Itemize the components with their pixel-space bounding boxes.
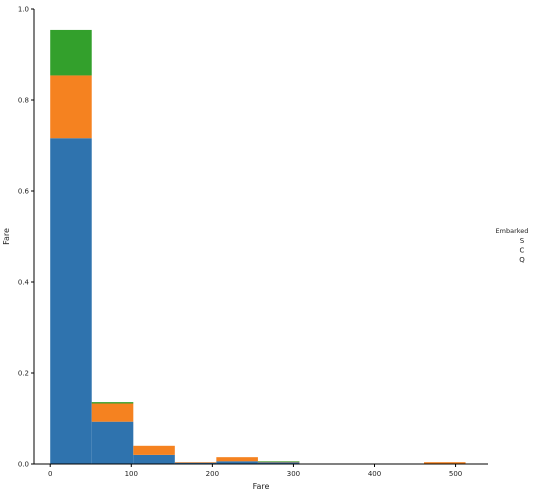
y-tick-label-0.2: 0.2 <box>18 370 29 378</box>
x-axis-ticks: 0 100 200 300 400 500 <box>48 464 462 478</box>
bar-s-bin-3 <box>174 462 217 464</box>
bar-s-bin-1 <box>91 421 134 464</box>
bar-c-bin-9 <box>424 462 466 464</box>
y-tick-label-0.8: 0.8 <box>18 97 29 105</box>
y-tick-label-0: 0.0 <box>18 461 29 469</box>
x-tick-label-200: 200 <box>206 470 219 478</box>
bar-s-bin-2 <box>133 454 175 464</box>
x-tick-label-500: 500 <box>449 470 462 478</box>
bar-c-bin-5 <box>257 461 300 463</box>
legend-entry-q: Q <box>519 256 525 264</box>
bar-c-bin-3 <box>174 462 217 463</box>
x-tick-label-300: 300 <box>287 470 300 478</box>
x-tick-label-0: 0 <box>48 470 52 478</box>
legend-title: Embarked <box>496 227 529 235</box>
bar-c-bin-4 <box>216 457 258 462</box>
legend-entry-c: C <box>520 247 525 255</box>
y-axis-title: Fare <box>2 228 11 245</box>
legend: Embarked SCQ <box>496 227 529 264</box>
y-tick-label-0.6: 0.6 <box>18 188 30 196</box>
x-axis-title: Fare <box>253 482 270 491</box>
bar-q-bin-1 <box>91 402 134 404</box>
bar-q-bin-0 <box>50 29 92 76</box>
bar-c-bin-0 <box>50 75 92 139</box>
y-axis-ticks: 0.0 0.2 0.4 0.6 0.8 1.0 <box>18 6 34 469</box>
bar-s-bin-0 <box>50 138 92 464</box>
y-tick-label-0.4: 0.4 <box>18 279 30 287</box>
x-tick-label-100: 100 <box>125 470 138 478</box>
bar-q-bin-5 <box>257 461 300 462</box>
legend-entry-s: S <box>520 237 525 245</box>
bar-s-bin-4 <box>216 461 258 464</box>
bar-c-bin-1 <box>91 403 134 422</box>
bar-c-bin-2 <box>133 445 175 455</box>
x-tick-label-400: 400 <box>368 470 381 478</box>
bar-s-bin-5 <box>257 462 300 464</box>
bars-layer <box>50 29 466 464</box>
y-tick-label-1: 1.0 <box>18 6 29 14</box>
